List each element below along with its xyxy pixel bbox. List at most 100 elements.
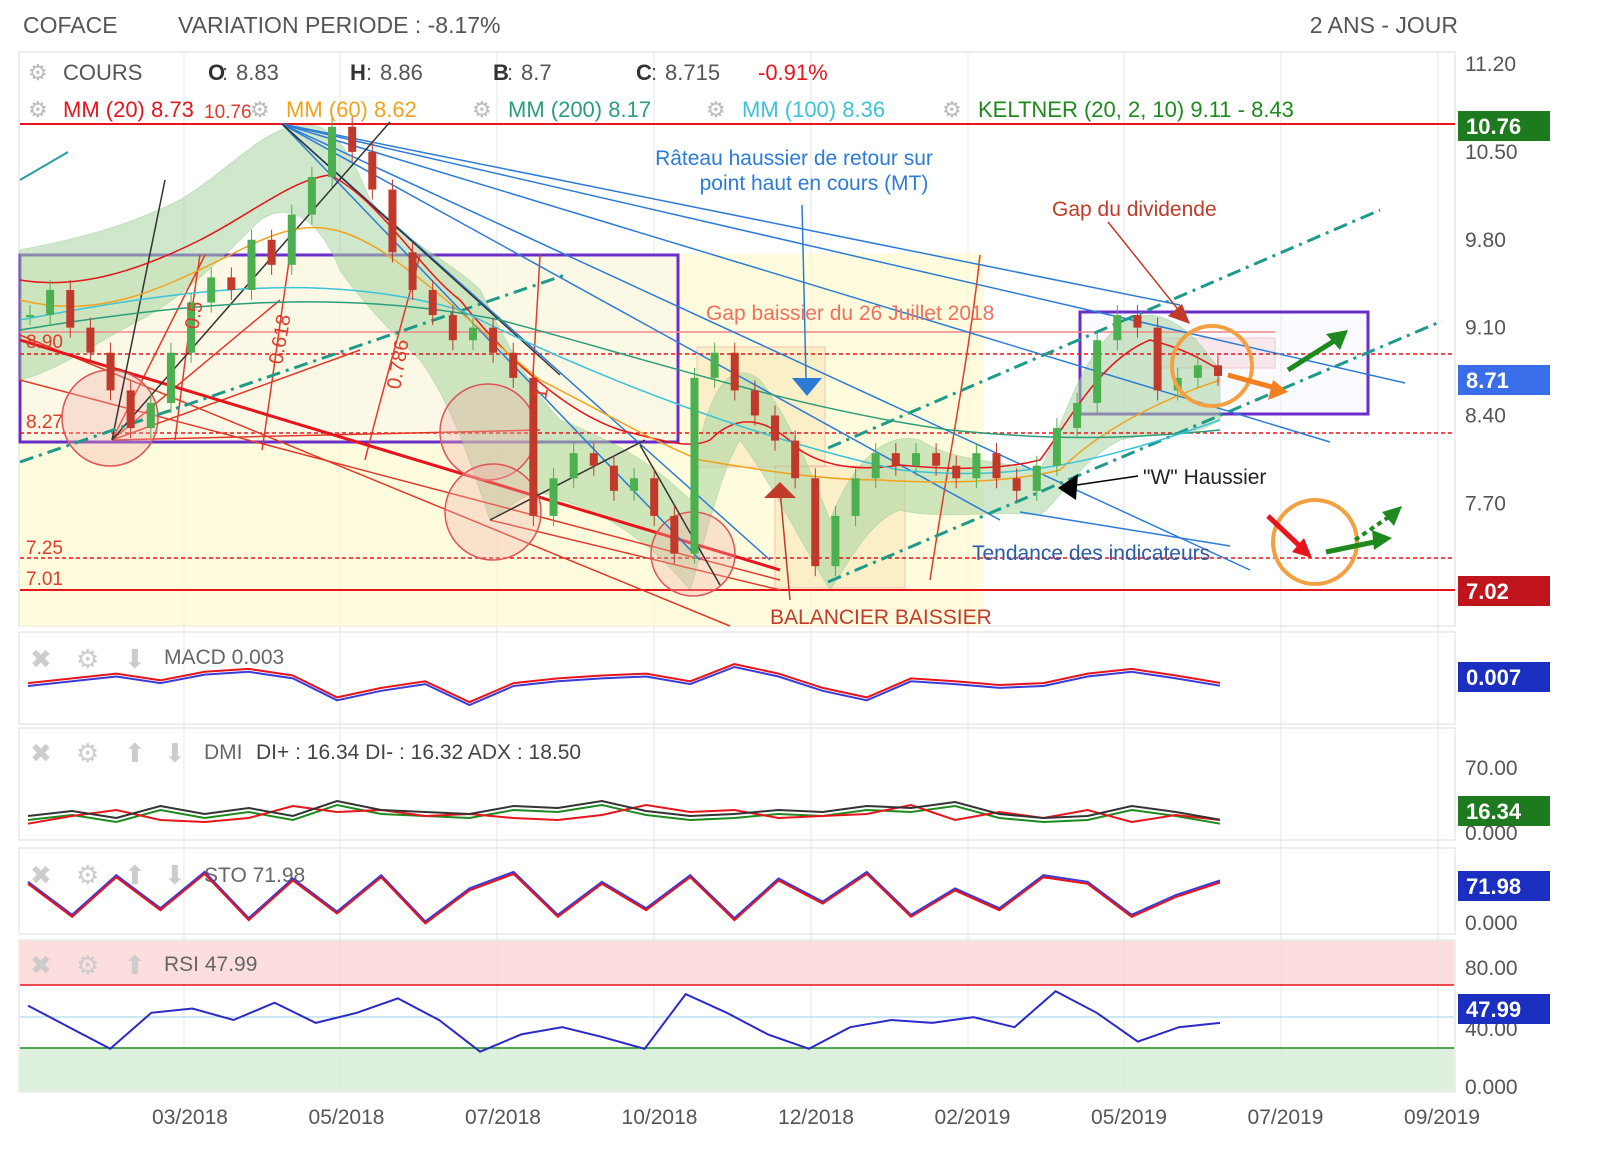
- legend-mm100: MM (100) 8.36: [742, 97, 885, 122]
- x-tick-label: 09/2019: [1404, 1106, 1480, 1129]
- candle-body: [86, 327, 95, 353]
- sto-panel-header: ✖ ⚙ ⬆ ⬇ STO 71.98: [30, 860, 305, 890]
- candle-body: [448, 315, 457, 341]
- ohlc-change: -0.91%: [758, 60, 828, 85]
- x-tick-label: 03/2018: [152, 1106, 228, 1129]
- candle-body: [1214, 365, 1222, 376]
- level-label-890: 8.90: [26, 332, 63, 353]
- rsi-label: RSI 47.99: [164, 953, 257, 976]
- candle-body: [468, 327, 477, 341]
- ohlc-high: 8.86: [380, 60, 423, 85]
- rsi-oversold-zone: [20, 1048, 1454, 1091]
- badge-high: 10.76: [1458, 111, 1550, 141]
- candle-body: [529, 377, 538, 516]
- macd-badge-bg: [1458, 662, 1550, 692]
- close-icon[interactable]: ✖: [30, 950, 52, 980]
- candle-body: [1032, 465, 1041, 491]
- cours-label: COURS: [63, 60, 142, 85]
- gear-icon[interactable]: ⚙: [76, 738, 99, 768]
- candlestick-series: [26, 116, 1222, 577]
- candle-body: [1133, 315, 1142, 328]
- annot-rateau: Râteau haussier de retour sur: [655, 147, 933, 170]
- green-arrow-mid-head: [1372, 530, 1392, 550]
- level-label-827: 8.27: [26, 412, 63, 433]
- balancier-pointer-head: [764, 482, 796, 498]
- mm60-line: [19, 226, 1221, 483]
- badge-high-text: 10.76: [1466, 114, 1521, 139]
- w-pointer: [1069, 475, 1139, 487]
- annot-gap-dividende: Gap du dividende: [1052, 198, 1217, 221]
- bearish-trendline: [19, 338, 781, 572]
- candle-body: [106, 352, 115, 391]
- arrow-down-icon[interactable]: ⬇: [124, 644, 146, 674]
- ohlc-b-sep: :: [507, 60, 513, 85]
- candle-body: [952, 465, 961, 479]
- sto-panel-frame: [18, 847, 1456, 935]
- gear-icon[interactable]: ⚙: [28, 60, 48, 85]
- y-tick-label: 10.50: [1465, 141, 1518, 164]
- gap-div-pointer: [1107, 221, 1186, 319]
- legend-mm20: MM (20) 8.73: [63, 97, 194, 122]
- candle-body: [1193, 365, 1202, 378]
- sto-label: STO 71.98: [204, 864, 305, 887]
- candle-body: [972, 453, 981, 479]
- candle-body: [1052, 428, 1061, 466]
- rsi-ytick-80: 80.00: [1465, 957, 1518, 980]
- gear-icon[interactable]: ⚙: [76, 950, 99, 980]
- period-selector[interactable]: 2 ANS - JOUR: [1309, 12, 1458, 38]
- main-y-axis: 11.20 10.50 9.80 9.10 8.40 7.70: [1465, 53, 1518, 515]
- candle-body: [670, 515, 679, 554]
- arrow-up-icon[interactable]: ⬆: [124, 950, 146, 980]
- candle-body: [589, 453, 598, 466]
- dmi-ytick-70: 70.00: [1465, 757, 1518, 780]
- candle-body: [932, 453, 941, 466]
- uptrend-channel: [19, 208, 1443, 584]
- candle-body: [388, 189, 397, 253]
- candle-body: [66, 289, 75, 328]
- arrow-up-icon[interactable]: ⬆: [124, 738, 146, 768]
- arrow-up-icon[interactable]: ⬆: [124, 860, 146, 890]
- candle-body: [1153, 327, 1162, 391]
- macd-signal-line: [27, 663, 1221, 704]
- y-tick-label: 8.40: [1465, 405, 1506, 428]
- legend-mm200: MM (200) 8.17: [508, 97, 651, 122]
- candle-body: [207, 277, 216, 303]
- sto-badge-bg: [1458, 871, 1550, 901]
- candle-body: [730, 352, 739, 391]
- candle-body: [509, 352, 518, 378]
- x-axis: 03/2018 05/2018 07/2018 10/2018 12/2018 02/20…: [152, 1106, 1480, 1129]
- gear-icon[interactable]: ⚙: [28, 97, 48, 122]
- close-icon[interactable]: ✖: [30, 644, 52, 674]
- mm100-line: [19, 286, 1221, 475]
- gap-div-pointer-head: [1168, 304, 1190, 324]
- x-tick-label: 12/2018: [778, 1106, 854, 1129]
- level-label-1076: 10.76: [204, 102, 252, 123]
- gear-icon[interactable]: ⚙: [76, 860, 99, 890]
- sto-badge: 71.98: [1466, 874, 1521, 899]
- arrow-down-icon[interactable]: ⬇: [164, 860, 186, 890]
- candle-body: [851, 478, 860, 516]
- variation-periode: VARIATION PERIODE : -8.17%: [178, 12, 501, 38]
- gear-icon[interactable]: ⚙: [706, 97, 726, 122]
- x-tick-label: 02/2019: [935, 1106, 1011, 1129]
- candle-body: [871, 453, 880, 479]
- adx-line: [27, 799, 1221, 821]
- sto-d-line: [27, 872, 1221, 925]
- rsi-overbought-zone: [20, 941, 1454, 985]
- close-icon[interactable]: ✖: [30, 738, 52, 768]
- dmi-values: DI+ : 16.34 DI- : 16.32 ADX : 18.50: [256, 741, 581, 764]
- candle-body: [630, 478, 639, 491]
- ohlc-o-sep: :: [222, 60, 228, 85]
- gear-icon[interactable]: ⚙: [250, 97, 270, 122]
- candle-body: [831, 515, 840, 567]
- dmi-badge: 16.34: [1466, 799, 1522, 824]
- gear-icon[interactable]: ⚙: [76, 644, 99, 674]
- ohlc-open: 8.83: [236, 60, 279, 85]
- annot-tendance: Tendance des indicateurs: [972, 542, 1210, 565]
- close-icon[interactable]: ✖: [30, 860, 52, 890]
- rateau-pointer: [801, 204, 807, 379]
- arrow-down-icon[interactable]: ⬇: [164, 738, 186, 768]
- gear-icon[interactable]: ⚙: [472, 97, 492, 122]
- gear-icon[interactable]: ⚙: [942, 97, 962, 122]
